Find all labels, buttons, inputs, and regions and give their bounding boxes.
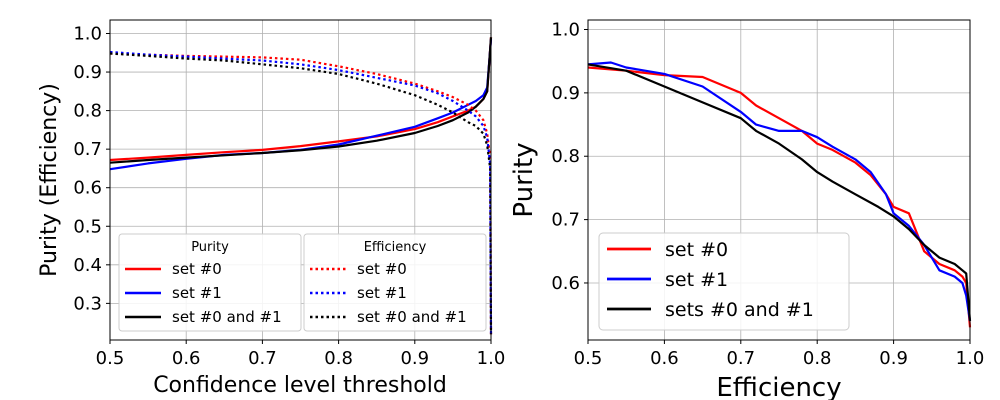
series-line-efficiency-set-0 [109, 52, 493, 335]
tick-group: 0.5 0.6 0.7 0.8 0.9 1.0 0.3 0.4 0.5 0.6 0.7 0.8 0.9 1… [73, 23, 505, 369]
chart-purity-vs-efficiency: 0.5 0.6 0.7 0.8 0.9 1.0 0.6 0.7 0.8 0.9 1.0 Effici… [509, 19, 984, 400]
series-group [109, 37, 493, 335]
x-tick-label: 0.5 [96, 348, 125, 369]
y-tick-label: 0.7 [73, 139, 102, 160]
legend-entry-label: set #0 [172, 260, 222, 278]
legend-entry-label: set #1 [665, 269, 728, 291]
legend-box [598, 232, 850, 331]
legend-entry-label: set #1 [172, 284, 222, 302]
y-tick-label: 1.0 [73, 23, 102, 44]
x-tick-label: 1.0 [477, 348, 506, 369]
x-tick-label: 0.8 [324, 348, 353, 369]
x-tick-label: 0.7 [248, 348, 277, 369]
legend: set #0 set #1 sets #0 and #1 [598, 232, 850, 331]
x-tick-label: 0.9 [400, 348, 429, 369]
plot-frame [587, 19, 971, 341]
legend-box [303, 233, 487, 332]
y-axis-label: Purity [509, 142, 539, 217]
legend-entry-label: set #0 [665, 239, 728, 261]
y-tick-label: 0.8 [551, 146, 580, 167]
y-tick-label: 0.8 [73, 101, 102, 122]
x-tick-label: 0.5 [574, 348, 603, 369]
legend-title: Efficiency [364, 240, 427, 255]
tick-group: 0.5 0.6 0.7 0.8 0.9 1.0 0.6 0.7 0.8 0.9 1.0 [551, 20, 984, 369]
y-axis-label: Purity (Efficiency) [37, 83, 62, 277]
series-line-set-1 [587, 61, 972, 322]
y-tick-label: 1.0 [551, 20, 580, 41]
y-tick-label: 0.7 [551, 210, 580, 231]
x-tick-label: 0.6 [650, 348, 679, 369]
legend-entry-label: set #0 [357, 260, 407, 278]
legend-title: Purity [191, 240, 229, 255]
y-tick-label: 0.4 [73, 255, 102, 276]
series-line-purity-set-0-and-1 [109, 37, 493, 164]
series-line-efficiency-set-0-and-1 [109, 52, 493, 335]
legend-entry-label: sets #0 and #1 [665, 299, 814, 321]
chart-purity-efficiency-vs-threshold: 0.5 0.6 0.7 0.8 0.9 1.0 0.3 0.4 0.5 0.6 0.7 0.8 0.9 1… [37, 19, 505, 398]
x-tick-label: 0.7 [726, 348, 755, 369]
legend: Purity set #0 set #1 set #0 and #1 Efficienc… [118, 233, 487, 332]
legend-entry-label: set #1 [357, 284, 407, 302]
y-tick-label: 0.6 [551, 273, 580, 294]
x-axis-label: Confidence level threshold [153, 373, 447, 398]
legend-entry-label: set #0 and #1 [357, 308, 467, 326]
x-tick-label: 0.9 [879, 348, 908, 369]
y-tick-label: 0.9 [73, 62, 102, 83]
x-tick-label: 0.8 [803, 348, 832, 369]
legend-box [118, 233, 302, 332]
x-tick-label: 0.6 [172, 348, 201, 369]
x-tick-label: 1.0 [956, 348, 985, 369]
series-line-sets-0-and-1 [587, 63, 972, 322]
legend-entry-label: set #0 and #1 [172, 308, 282, 326]
y-tick-label: 0.3 [73, 293, 102, 314]
series-line-efficiency-set-1 [109, 50, 493, 335]
series-group [587, 61, 972, 328]
series-line-set-0 [587, 66, 972, 328]
plot-frame [109, 19, 492, 341]
y-tick-label: 0.6 [73, 178, 102, 199]
x-axis-label: Efficiency [716, 373, 841, 400]
y-tick-label: 0.5 [73, 216, 102, 237]
y-tick-label: 0.9 [551, 83, 580, 104]
